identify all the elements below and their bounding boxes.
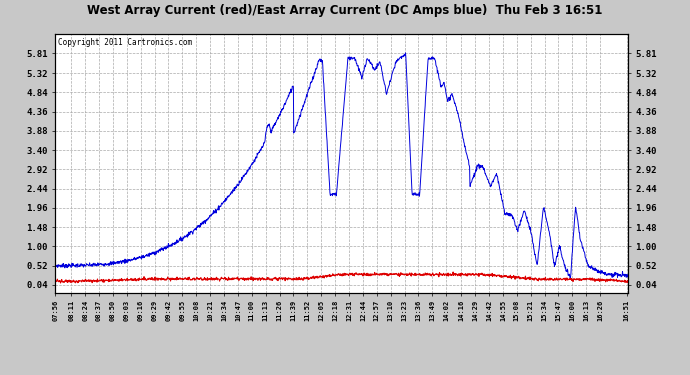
Text: Copyright 2011 Cartronics.com: Copyright 2011 Cartronics.com (58, 38, 193, 46)
Text: West Array Current (red)/East Array Current (DC Amps blue)  Thu Feb 3 16:51: West Array Current (red)/East Array Curr… (88, 4, 602, 17)
